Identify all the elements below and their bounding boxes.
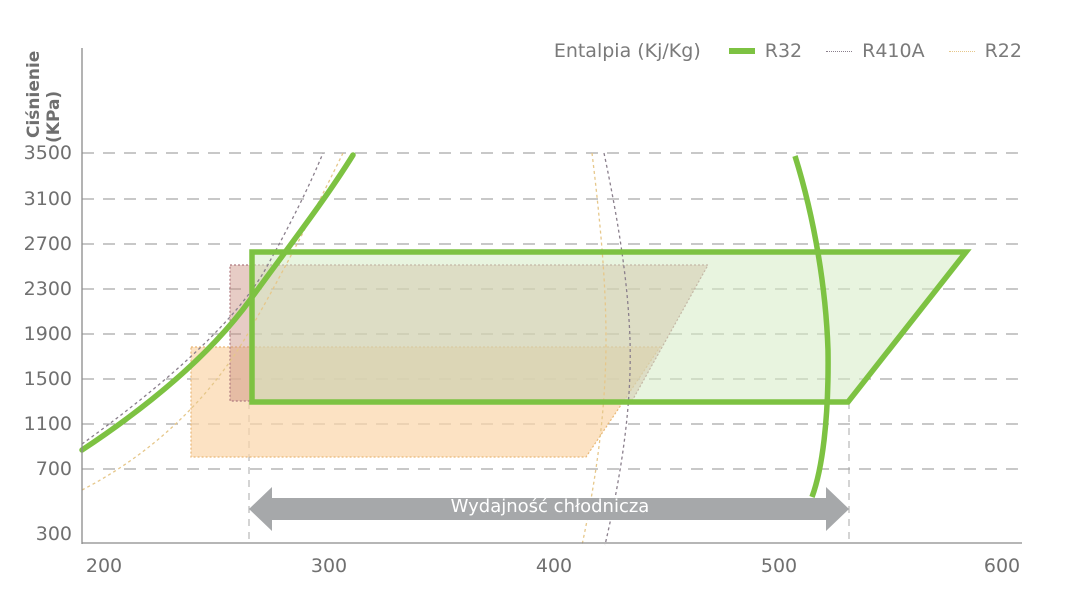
r22-swatch-icon bbox=[948, 50, 975, 52]
legend-label-r410a: R410A bbox=[862, 40, 925, 62]
y-axis-title-line2: (KPa) bbox=[44, 90, 64, 143]
r32-swatch-icon bbox=[728, 48, 755, 54]
cooling-capacity-arrow bbox=[249, 487, 849, 531]
capacity-guides bbox=[248, 402, 850, 542]
legend: Entalpia (Kj/Kg) R32 R410A R22 bbox=[554, 40, 1022, 62]
r410a-swatch-icon bbox=[826, 50, 853, 52]
y-tick: 1900 bbox=[23, 323, 72, 345]
r32-vapor-curve bbox=[792, 155, 831, 498]
legend-item-r410a: R410A bbox=[826, 40, 925, 62]
r22-vapor-curve bbox=[581, 152, 607, 546]
y-tick: 2300 bbox=[23, 278, 72, 300]
cooling-capacity-label: Wydajność chłodnicza bbox=[450, 496, 650, 517]
y-axis-title: Ciśnienie (KPa) bbox=[22, 46, 72, 146]
y-tick: 1500 bbox=[23, 368, 72, 390]
y-tick: 1100 bbox=[23, 413, 72, 435]
x-tick: 500 bbox=[760, 555, 798, 577]
x-tick: 400 bbox=[535, 555, 573, 577]
r32-liquid-curve bbox=[79, 152, 356, 453]
y-axis-title-line1: Ciśnienie bbox=[24, 50, 44, 138]
x-tick: 200 bbox=[85, 555, 123, 577]
y-tick: 700 bbox=[35, 458, 72, 480]
legend-item-r22: R22 bbox=[948, 40, 1022, 62]
y-tick: 2700 bbox=[23, 233, 72, 255]
y-tick: 3100 bbox=[23, 188, 72, 210]
legend-label-r32: R32 bbox=[764, 40, 803, 62]
legend-label-r22: R22 bbox=[984, 40, 1022, 62]
legend-item-r32: R32 bbox=[728, 40, 803, 62]
r32-cycle-outline bbox=[249, 249, 972, 405]
y-tick: 300 bbox=[35, 523, 72, 545]
r32-cycle-area bbox=[252, 252, 966, 402]
x-tick: 300 bbox=[310, 555, 348, 577]
legend-title: Entalpia (Kj/Kg) bbox=[553, 40, 701, 62]
y-tick: 3500 bbox=[23, 142, 72, 164]
x-tick: 600 bbox=[983, 555, 1021, 577]
